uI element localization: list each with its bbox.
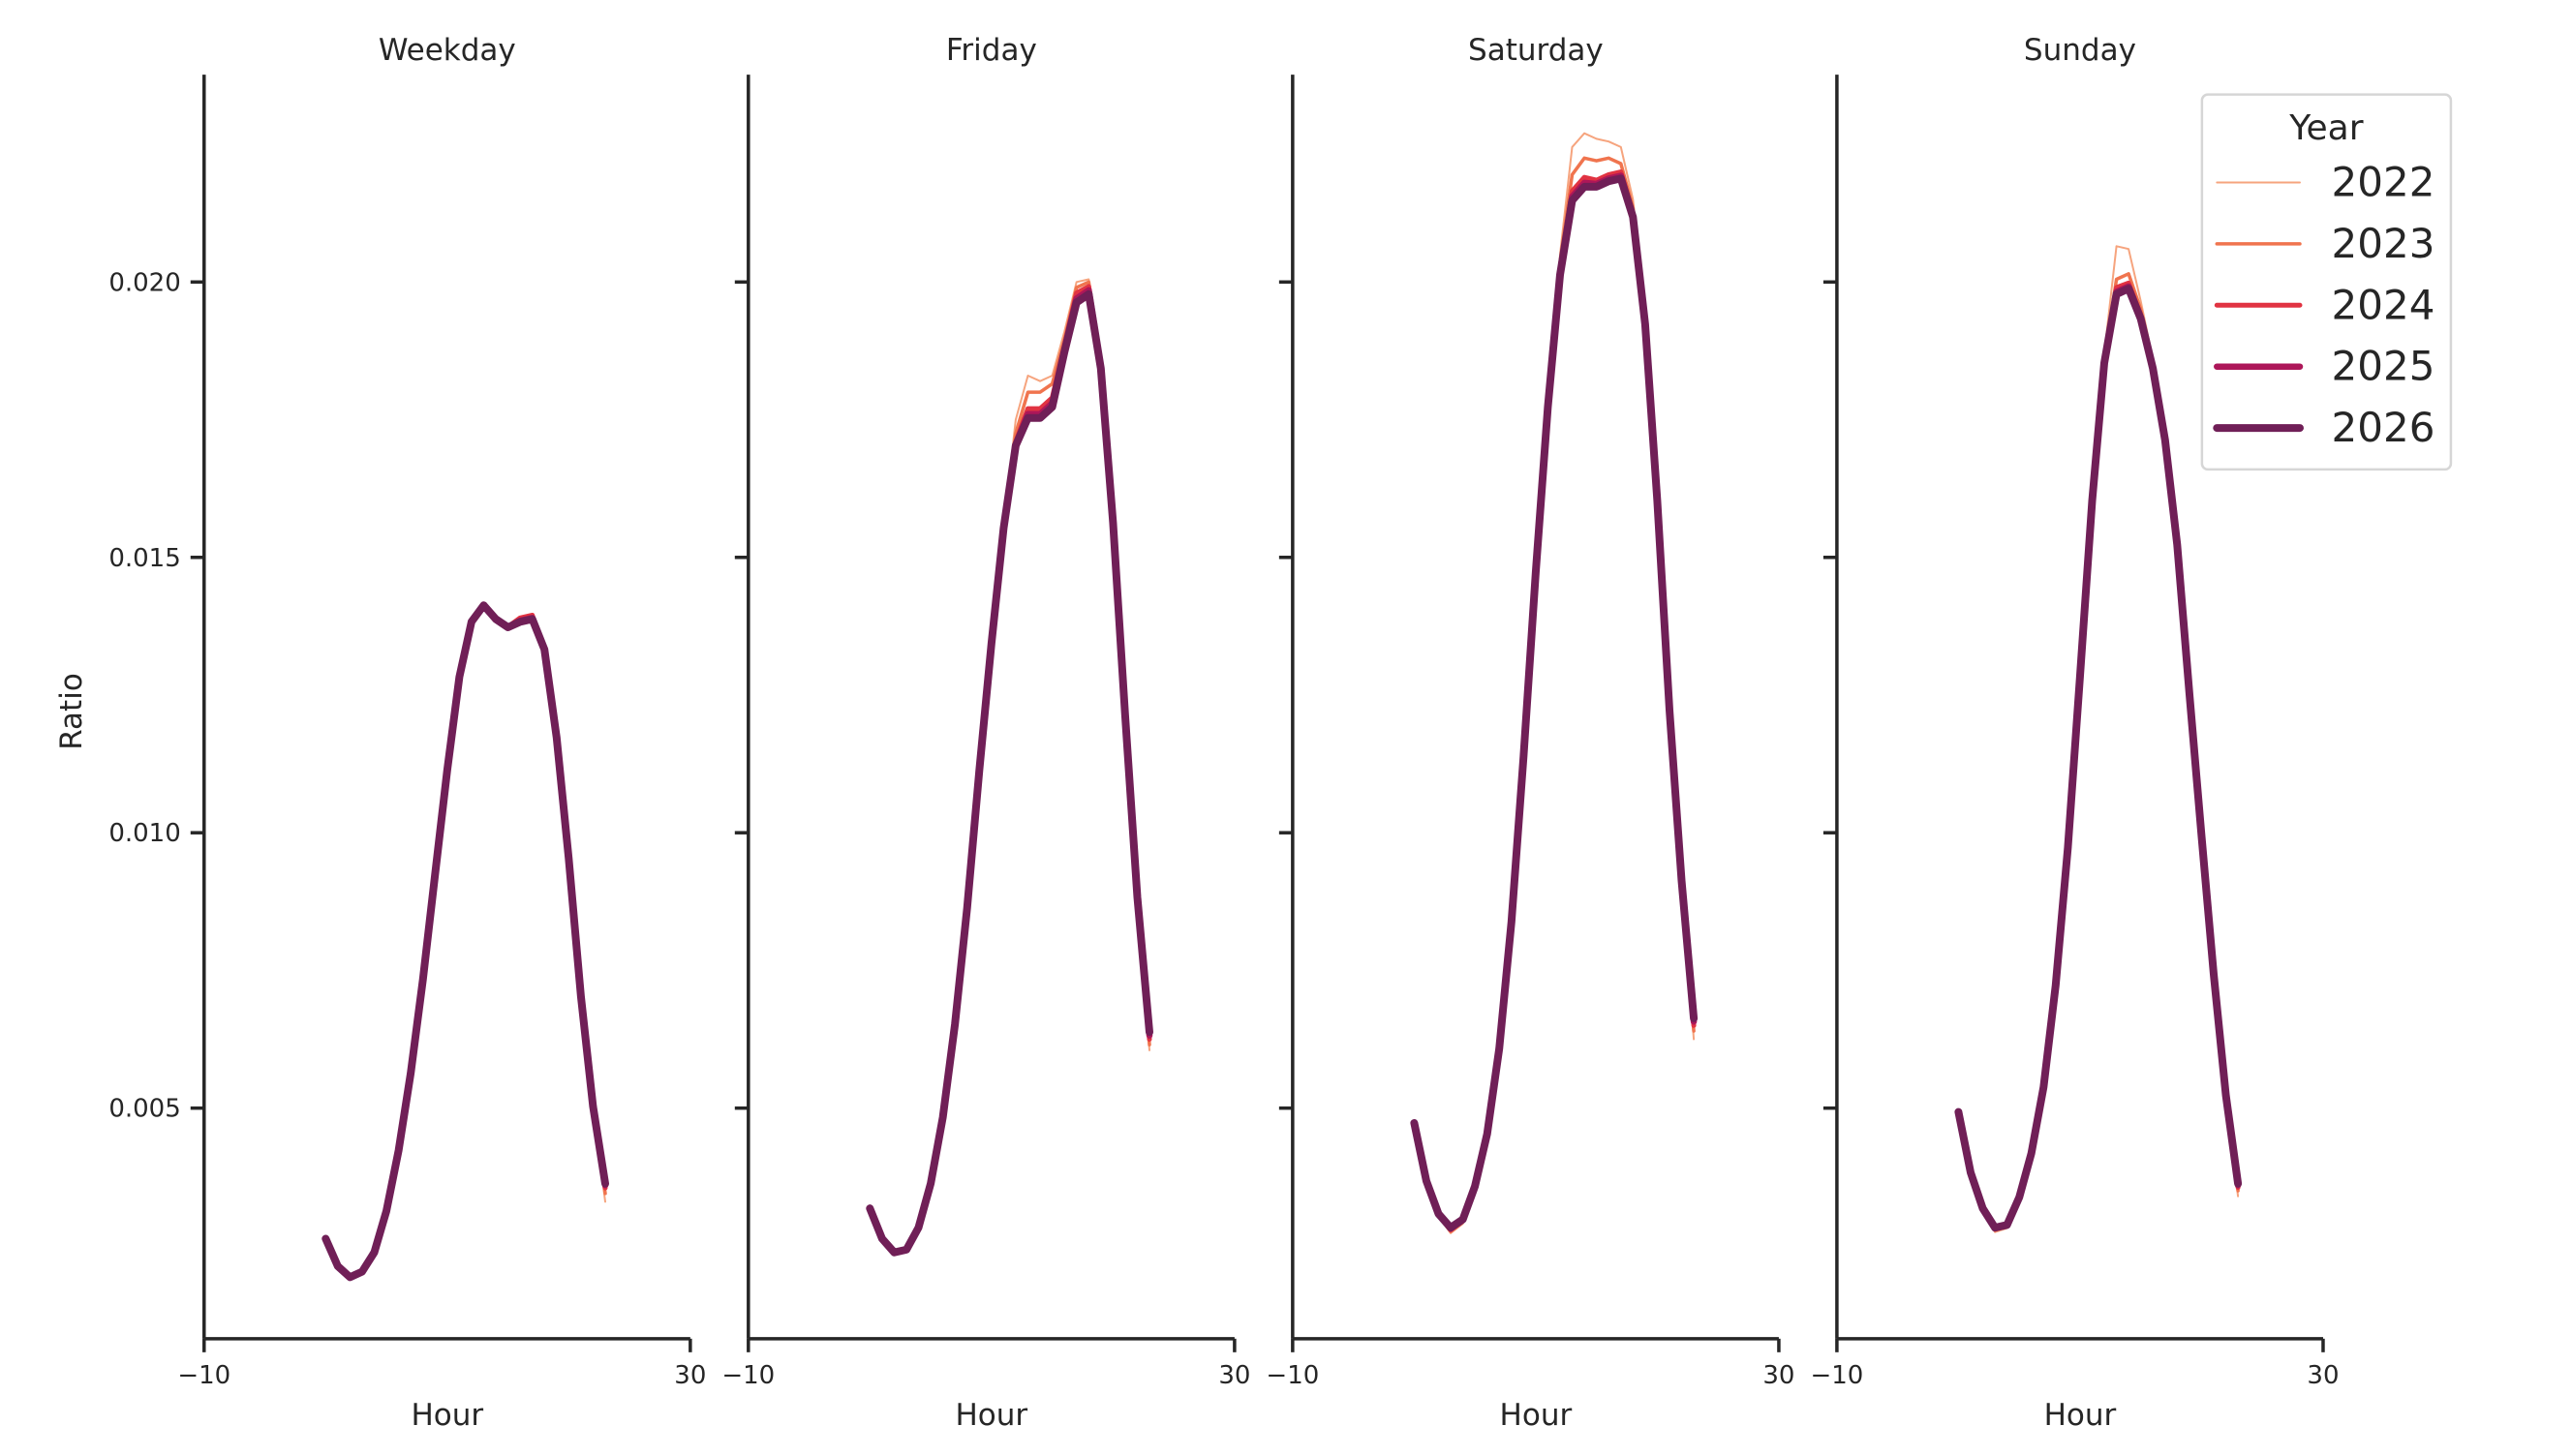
x-tick-label: −10: [721, 1361, 775, 1390]
legend-label-2024: 2024: [2332, 281, 2435, 328]
series-line-2026: [1954, 285, 2243, 1232]
y-tick-label: 0.020: [108, 268, 180, 297]
panel-title: Saturday: [1468, 33, 1604, 68]
series-line-2025: [322, 601, 609, 1281]
panel-weekday: Weekday 0.005 0.010 0.015 0.020 −10 30 Hour: [108, 33, 706, 1433]
y-tick-label: 0.015: [108, 544, 180, 573]
legend: Year 2022 2023 2024 2025 2026: [2200, 93, 2453, 471]
legend-frame: [2200, 93, 2453, 471]
panel-title: Weekday: [379, 33, 516, 68]
x-axis-label: Hour: [956, 1398, 1028, 1433]
x-tick-label: 30: [1218, 1361, 1250, 1390]
x-tick-label: 30: [1762, 1361, 1794, 1390]
x-tick-label: −10: [1810, 1361, 1863, 1390]
panel-title: Sunday: [2024, 33, 2136, 68]
series-line-2023: [323, 602, 607, 1281]
panel-saturday: Saturday −10 30 Hour: [1266, 33, 1794, 1433]
series-line-2026: [1410, 174, 1699, 1232]
x-axis-label: Hour: [1500, 1398, 1573, 1433]
x-tick-label: 30: [674, 1361, 706, 1390]
legend-title: Year: [2288, 108, 2363, 148]
series-line-2024: [322, 602, 608, 1281]
x-axis-label: Hour: [2044, 1398, 2117, 1433]
x-tick-label: −10: [1266, 1361, 1319, 1390]
panel-title: Friday: [946, 33, 1037, 68]
y-tick-label: 0.005: [108, 1095, 180, 1124]
panel-sunday: Sunday −10 30 Hour: [1810, 33, 2339, 1433]
legend-label-2022: 2022: [2332, 158, 2435, 205]
series-line-2026: [322, 601, 609, 1282]
y-tick-label: 0.010: [108, 819, 180, 848]
panel-friday: Friday −10 30 Hour: [721, 33, 1250, 1433]
legend-label-2026: 2026: [2332, 404, 2435, 451]
legend-label-2023: 2023: [2332, 220, 2435, 267]
x-tick-label: −10: [177, 1361, 230, 1390]
y-axis-label: Ratio: [54, 673, 89, 750]
series-line-2026: [866, 289, 1153, 1257]
legend-label-2025: 2025: [2332, 343, 2435, 390]
x-tick-label: 30: [2307, 1361, 2339, 1390]
x-axis-label: Hour: [411, 1398, 483, 1433]
series-line-2022: [324, 603, 606, 1282]
